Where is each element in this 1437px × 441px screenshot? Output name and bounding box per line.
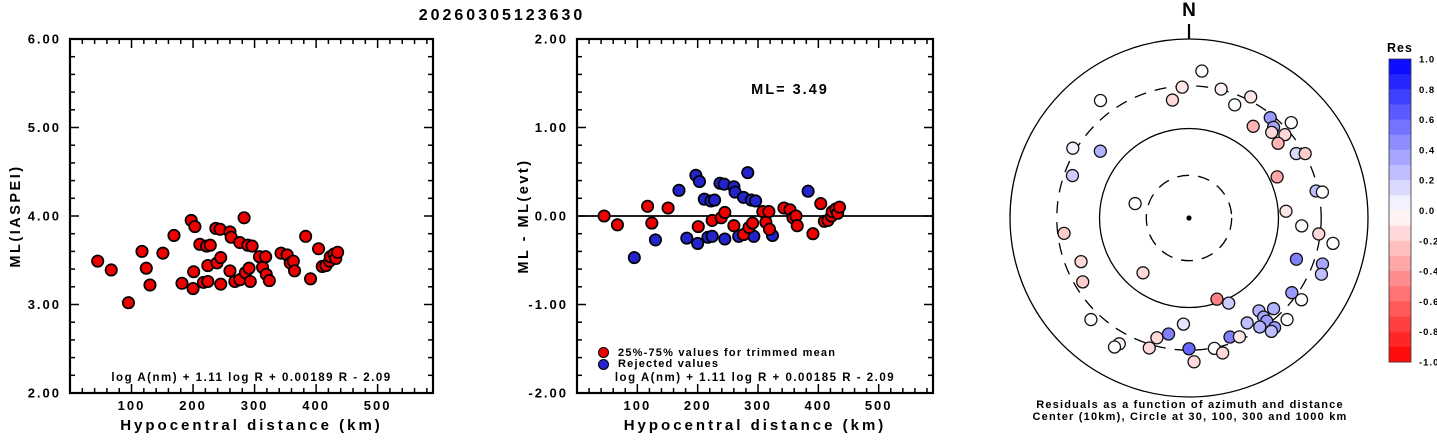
svg-text:400: 400 xyxy=(302,398,330,413)
svg-text:6.00: 6.00 xyxy=(28,32,61,47)
svg-text:0.00: 0.00 xyxy=(535,209,568,224)
svg-text:-0.2: -0.2 xyxy=(1419,236,1437,247)
middle-scale-formula: log A(nm) + 1.11 log R + 0.00185 R - 2.0… xyxy=(614,372,896,384)
svg-text:100: 100 xyxy=(623,398,651,413)
svg-text:0.2: 0.2 xyxy=(1419,176,1435,187)
svg-text:400: 400 xyxy=(805,398,833,413)
svg-text:300: 300 xyxy=(241,398,269,413)
svg-text:500: 500 xyxy=(865,398,893,413)
polar-caption: Residuals as a function of azimuth and d… xyxy=(1008,399,1372,423)
svg-text:-0.6: -0.6 xyxy=(1419,297,1437,308)
event-title: 20260305123630 xyxy=(418,7,586,24)
svg-text:-2.00: -2.00 xyxy=(528,386,568,401)
colorbar-title: Res xyxy=(1387,41,1413,55)
svg-text:5.00: 5.00 xyxy=(28,120,61,135)
middle-y-axis-label: ML - ML(evt) xyxy=(516,158,532,274)
polar-caption-line2: Center (10km), Circle at 30, 100, 300 an… xyxy=(1032,411,1348,423)
residual-colorbar: 1.0 0.8 0.6 0.4 0.2 0.0 -0.2 -0.4 -0.6 -0.8 -1.0 xyxy=(1388,55,1437,369)
left-scale-formula: log A(nm) + 1.11 log R + 0.00189 R - 2.0… xyxy=(111,372,392,384)
svg-text:0.8: 0.8 xyxy=(1419,85,1435,96)
legend-label-trimmed-mean: 25%-75% values for trimmed mean xyxy=(618,346,837,359)
svg-text:0.0: 0.0 xyxy=(1419,206,1435,217)
trimmed-mean-marker-icon xyxy=(598,347,609,359)
north-label: N xyxy=(1182,0,1196,21)
svg-text:-0.8: -0.8 xyxy=(1419,327,1437,338)
legend-label-rejected: Rejected values xyxy=(618,358,720,371)
svg-text:3.00: 3.00 xyxy=(28,297,61,312)
svg-text:-1.0: -1.0 xyxy=(1419,358,1437,369)
svg-text:200: 200 xyxy=(179,398,207,413)
legend-item-trimmed-mean: 25%-75% values for trimmed mean xyxy=(598,347,836,359)
svg-text:0.6: 0.6 xyxy=(1419,115,1435,126)
svg-text:2.00: 2.00 xyxy=(28,386,61,401)
legend-item-rejected: Rejected values xyxy=(598,358,836,371)
svg-text:2.00: 2.00 xyxy=(535,32,568,47)
svg-text:-0.4: -0.4 xyxy=(1419,267,1437,278)
svg-text:-1.00: -1.00 xyxy=(528,297,568,312)
residual-distance-plot: 100 200 300 400 500 -2.00 -1.00 0.00 1.00 2.00 xyxy=(528,32,935,413)
svg-text:500: 500 xyxy=(364,398,392,413)
svg-text:0.4: 0.4 xyxy=(1419,145,1435,156)
svg-text:300: 300 xyxy=(744,398,772,413)
left-y-axis-label: ML(IASPEI) xyxy=(8,164,24,268)
polar-caption-line1: Residuals as a function of azimuth and d… xyxy=(1036,399,1344,411)
svg-text:4.00: 4.00 xyxy=(28,209,61,224)
svg-text:1.00: 1.00 xyxy=(535,120,568,135)
legend: 25%-75% values for trimmed mean Rejected… xyxy=(598,347,836,370)
rejected-marker-icon xyxy=(598,358,609,370)
event-magnitude-annotation: ML= 3.49 xyxy=(751,82,829,98)
ml-distance-plot: 100 200 300 400 500 2.00 3.00 4.00 5.00 6.00 xyxy=(28,32,435,413)
left-x-axis-label: Hypocentral distance (km) xyxy=(120,417,383,434)
svg-text:100: 100 xyxy=(118,398,146,413)
svg-text:1.0: 1.0 xyxy=(1419,55,1435,66)
middle-x-axis-label: Hypocentral distance (km) xyxy=(623,417,887,434)
svg-text:200: 200 xyxy=(684,398,712,413)
azimuth-distance-residuals: 1.0 0.8 0.6 0.4 0.2 0.0 -0.2 -0.4 -0.6 -0.8 -1.0 xyxy=(1009,24,1437,398)
